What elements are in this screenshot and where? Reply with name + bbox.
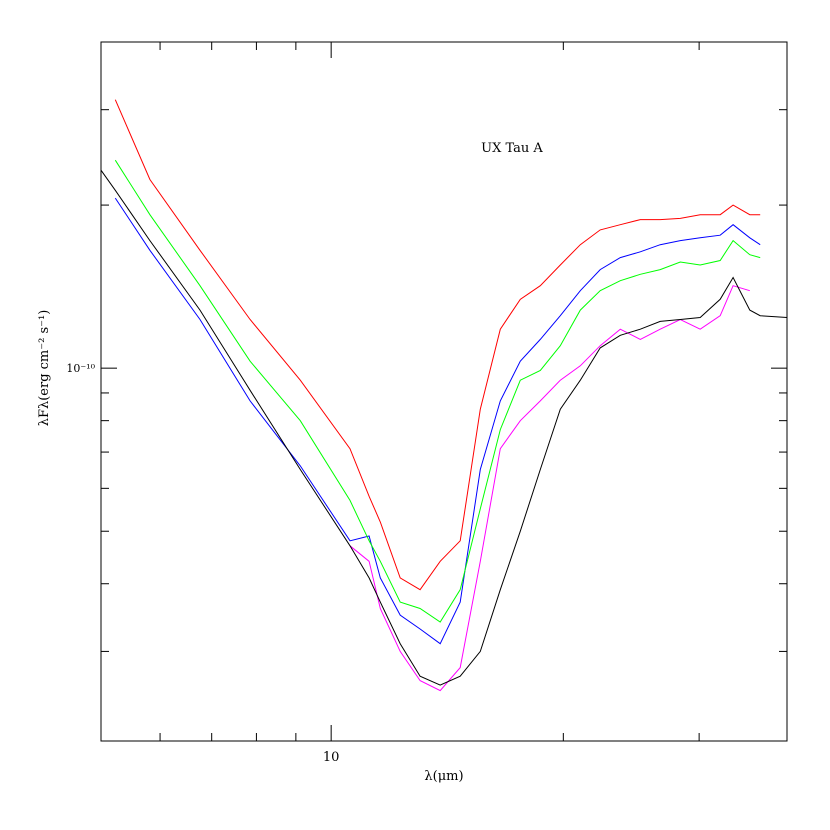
series-line [114,197,761,645]
x-tick-label: 10 [323,750,340,765]
series-line [114,99,761,591]
plot-frame [100,41,788,742]
annotation: UX Tau A [481,141,543,156]
y-axis-label: λFλ(erg cm⁻² s⁻¹) [37,310,52,427]
x-axis-label: λ(μm) [424,769,463,784]
series-line [100,169,788,686]
series-line [349,285,750,692]
y-tick-label: 10⁻¹⁰ [66,362,95,375]
series-line [114,159,761,623]
